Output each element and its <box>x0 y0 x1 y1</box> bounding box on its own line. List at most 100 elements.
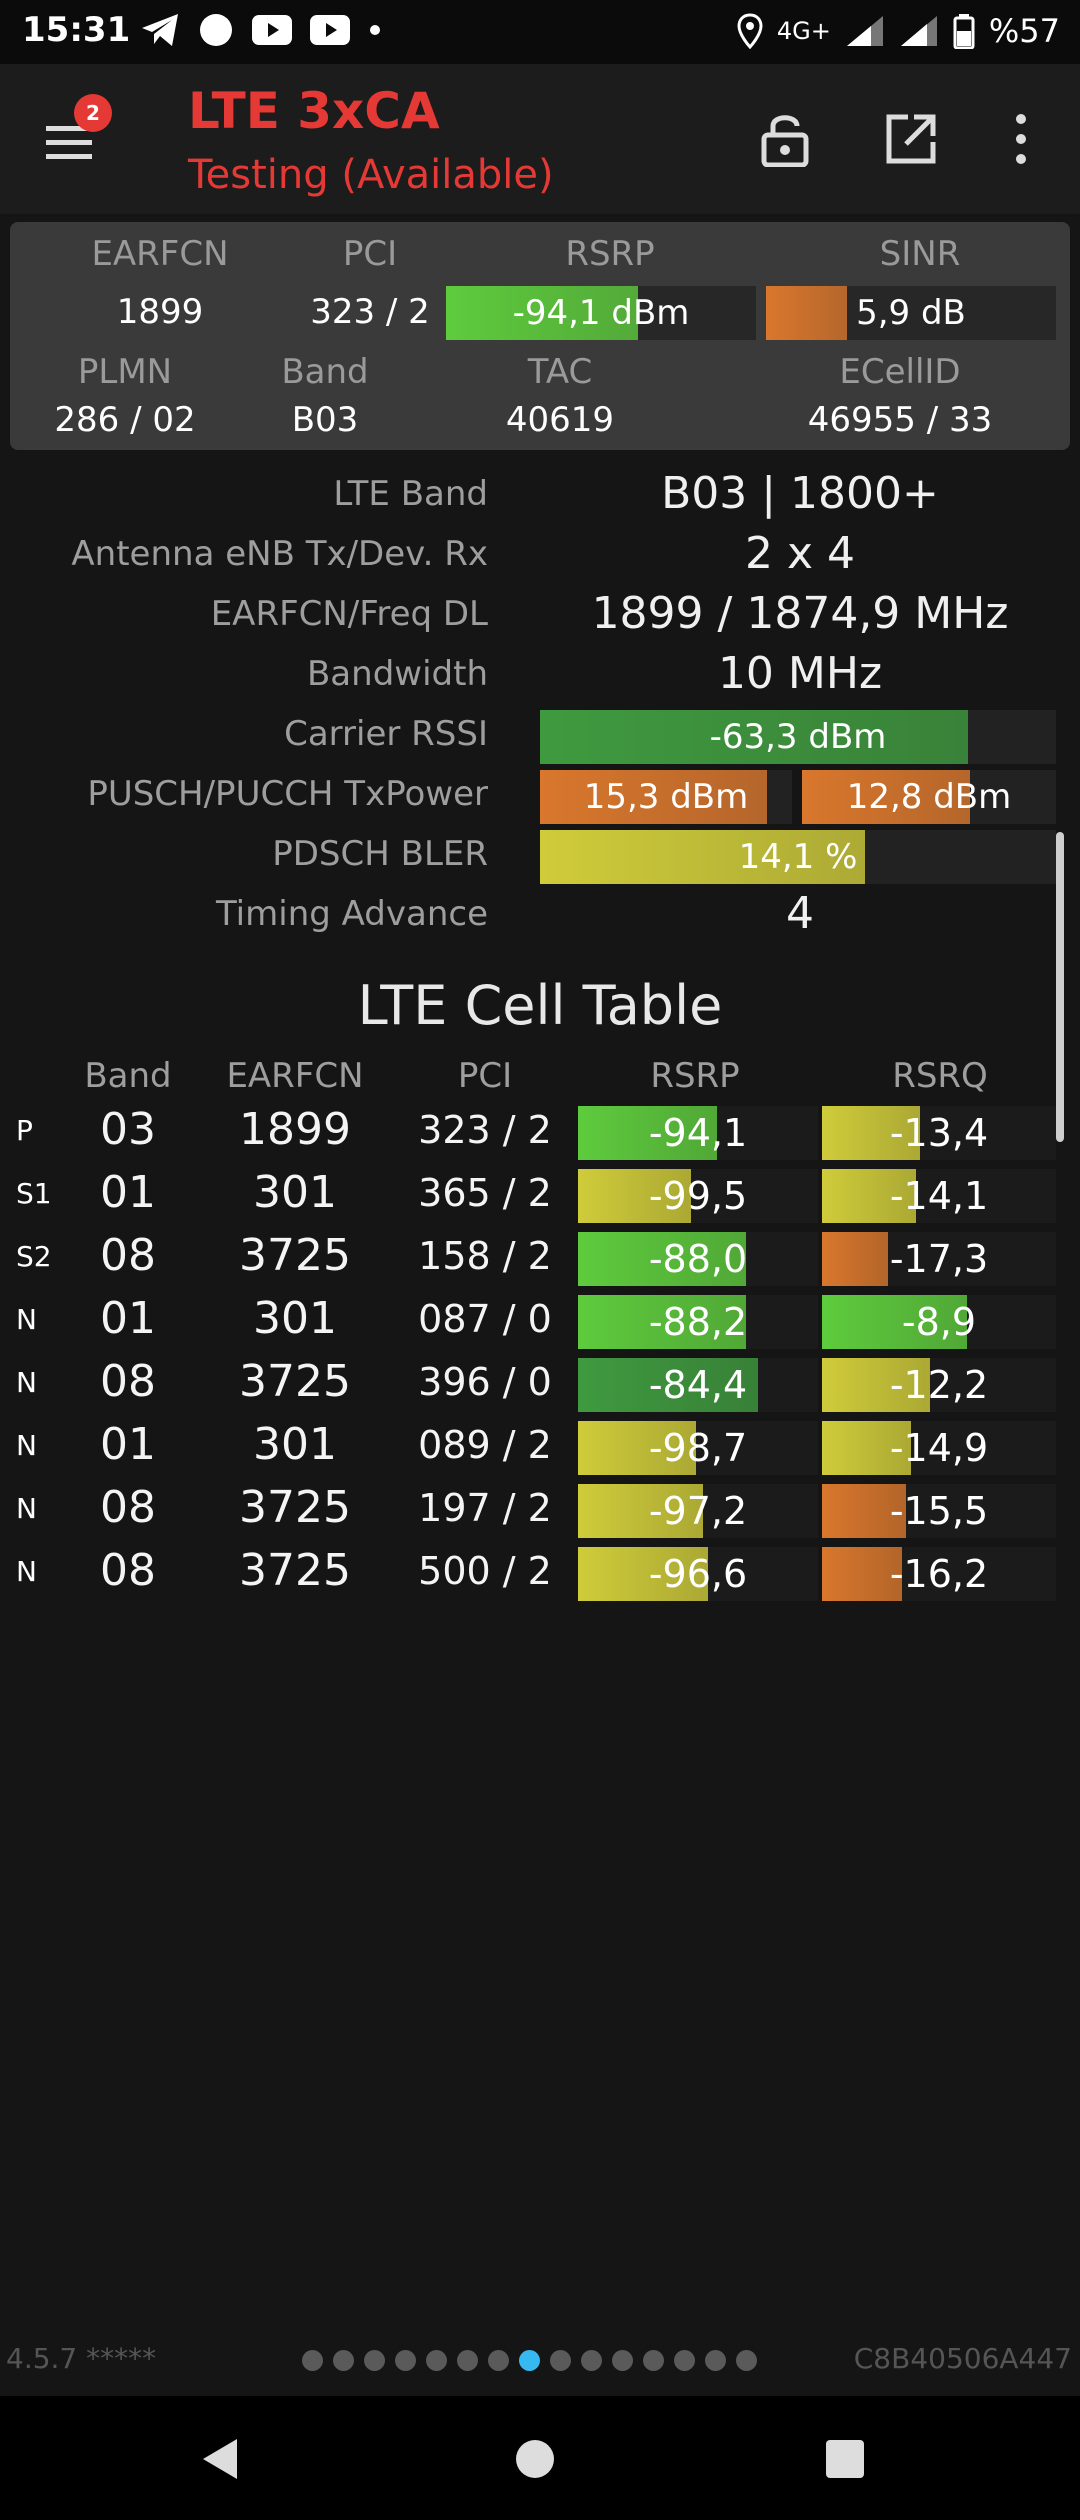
app-bar: 2 LTE 3xCA Testing (Available) <box>0 64 1080 214</box>
cell-rsrq-bar-fill <box>822 1421 911 1475</box>
more-vert-icon <box>1016 114 1026 164</box>
row-type: S2 <box>16 1240 52 1273</box>
header-band: Band <box>84 1056 172 1096</box>
page-dot[interactable] <box>364 2350 385 2371</box>
cell-rsrq-bar-fill <box>822 1295 968 1349</box>
cell-rsrq-value: -12,2 <box>889 1363 989 1407</box>
summary-panel: EARFCN PCI RSRP SINR 1899 323 / 2 -94,1 … <box>10 222 1070 450</box>
cell-pci: 158 / 2 <box>418 1234 552 1278</box>
pci-label: PCI <box>342 234 398 274</box>
cell-rsrp-bar: -84,4 <box>578 1358 818 1412</box>
page-dot[interactable] <box>426 2350 447 2371</box>
cell-rsrp-value: -99,5 <box>648 1174 748 1218</box>
page-dot[interactable] <box>488 2350 509 2371</box>
timing-advance-value: 4 <box>786 888 814 939</box>
page-dot[interactable] <box>705 2350 726 2371</box>
page-dot[interactable] <box>550 2350 571 2371</box>
open-external-button[interactable] <box>876 104 946 174</box>
navigation-bar <box>0 2396 1080 2520</box>
network-type: 4G+ <box>776 17 831 45</box>
page-dot[interactable] <box>333 2350 354 2371</box>
bandwidth-label: Bandwidth <box>306 654 488 694</box>
back-icon <box>203 2439 237 2479</box>
app-version: 4.5.7 ***** <box>6 2342 157 2375</box>
battery-percent: %57 <box>988 12 1060 50</box>
page-dot[interactable] <box>395 2350 416 2371</box>
cell-rsrp-bar-fill <box>578 1295 746 1349</box>
page-dot[interactable] <box>612 2350 633 2371</box>
back-button[interactable] <box>184 2424 254 2494</box>
pdsch-bler-bar-fill <box>540 830 866 884</box>
page-dot[interactable] <box>736 2350 757 2371</box>
page-dot-active[interactable] <box>519 2350 540 2371</box>
earfcn-freq-label: EARFCN/Freq DL <box>210 594 488 634</box>
cell-band: 08 <box>100 1230 156 1281</box>
cell-rsrq-bar: -16,2 <box>822 1547 1056 1601</box>
antenna-value: 2 x 4 <box>745 528 855 579</box>
cell-earfcn: 301 <box>253 1419 337 1470</box>
cell-rsrp-value: -98,7 <box>648 1426 748 1470</box>
signal-icon <box>899 14 939 48</box>
lock-button[interactable] <box>750 104 820 174</box>
pdsch-bler-bar: 14,1 % <box>540 830 1056 884</box>
cell-rsrp-value: -88,0 <box>648 1237 748 1281</box>
cell-rsrp-bar-fill <box>578 1547 708 1601</box>
cell-rsrp-bar: -88,0 <box>578 1232 818 1286</box>
scrollbar[interactable] <box>1056 832 1064 1142</box>
carrier-rssi-bar: -63,3 dBm <box>540 710 1056 764</box>
cell-rsrp-bar: -97,2 <box>578 1484 818 1538</box>
pci-value: 323 / 2 <box>310 292 430 332</box>
band-value: B03 <box>291 400 359 440</box>
cell-earfcn: 1899 <box>239 1104 351 1155</box>
cell-rsrp-bar: -94,1 <box>578 1106 818 1160</box>
cell-earfcn: 3725 <box>239 1230 351 1281</box>
cell-rsrq-bar-fill <box>822 1106 921 1160</box>
recents-button[interactable] <box>810 2424 880 2494</box>
header-rsrp: RSRP <box>650 1056 740 1096</box>
plmn-label: PLMN <box>77 352 173 392</box>
lte-band-label: LTE Band <box>333 474 488 514</box>
home-button[interactable] <box>500 2424 570 2494</box>
page-dot[interactable] <box>581 2350 602 2371</box>
status-time: 15:31 <box>22 10 131 50</box>
pdsch-bler-value: 14,1 % <box>738 837 858 877</box>
menu-button[interactable] <box>40 110 100 170</box>
cell-rsrp-bar: -98,7 <box>578 1421 818 1475</box>
cell-rsrq-bar: -14,9 <box>822 1421 1056 1475</box>
cell-rsrq-value: -14,9 <box>889 1426 989 1470</box>
cell-earfcn: 3725 <box>239 1356 351 1407</box>
page-dot[interactable] <box>643 2350 664 2371</box>
youtube-icon <box>310 15 350 45</box>
carrier-rssi-value: -63,3 dBm <box>709 717 887 757</box>
cell-rsrp-value: -84,4 <box>648 1363 748 1407</box>
signal-icon <box>845 14 885 48</box>
cell-earfcn: 3725 <box>239 1482 351 1533</box>
cell-rsrq-bar: -12,2 <box>822 1358 1056 1412</box>
page-dot[interactable] <box>457 2350 478 2371</box>
cell-table-title: LTE Cell Table <box>357 974 723 1037</box>
cell-pci: 365 / 2 <box>418 1171 552 1215</box>
system-icons: 4G+ %57 <box>737 12 1060 50</box>
telegram-icon <box>140 12 180 48</box>
cell-rsrp-bar: -96,6 <box>578 1547 818 1601</box>
sinr-label: SINR <box>879 234 961 274</box>
cell-rsrq-value: -16,2 <box>889 1552 989 1596</box>
page-dot[interactable] <box>302 2350 323 2371</box>
cell-rsrq-bar: -8,9 <box>822 1295 1056 1349</box>
page-indicator[interactable] <box>302 2350 757 2371</box>
sinr-bar-fill <box>766 286 848 340</box>
app-title: LTE 3xCA <box>188 82 440 140</box>
cell-rsrq-bar-fill <box>822 1169 916 1223</box>
lte-band-value: B03 | 1800+ <box>661 468 939 519</box>
more-button[interactable] <box>986 104 1056 174</box>
pdsch-bler-label: PDSCH BLER <box>272 834 488 874</box>
page-dot[interactable] <box>674 2350 695 2371</box>
timing-advance-label: Timing Advance <box>215 894 488 934</box>
cell-pci: 087 / 0 <box>418 1297 552 1341</box>
status-bar: 15:31 4G+ %57 <box>0 0 1080 64</box>
pucch-power-bar-fill <box>802 770 970 824</box>
cell-rsrp-value: -96,6 <box>648 1552 748 1596</box>
cell-earfcn: 301 <box>253 1167 337 1218</box>
earfcn-freq-value: 1899 / 1874,9 MHz <box>591 588 1009 639</box>
tx-power-label: PUSCH/PUCCH TxPower <box>87 774 488 814</box>
